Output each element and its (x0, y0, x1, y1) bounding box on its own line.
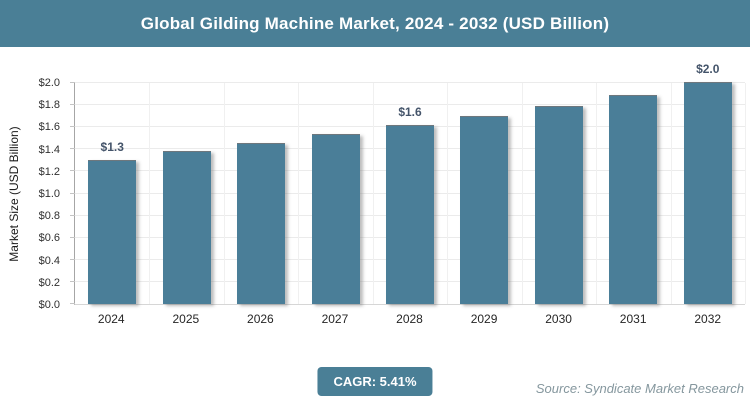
y-axis-tick-label: $0.6 (38, 232, 60, 245)
x-axis-tick-label-2031: 2031 (619, 312, 647, 326)
y-axis-tick-label: $1.0 (38, 188, 60, 200)
x-axis-tick-label-2026: 2026 (247, 312, 274, 326)
vertical-gridline (670, 83, 672, 304)
x-axis-tick-label-2025: 2025 (172, 312, 200, 326)
y-axis-tick-label: $1.2 (38, 165, 60, 178)
y-axis-tick-mark (70, 303, 75, 304)
bar-value-label-2024: $1.3 (100, 139, 124, 154)
y-axis-tick-label: $0.2 (38, 276, 60, 289)
plot-area: $1.3 $1.6 $2.0 (70, 62, 746, 305)
vertical-gridline (372, 83, 374, 304)
vertical-gridline (149, 83, 151, 304)
x-axis-tick-label-2029: 2029 (470, 312, 498, 326)
cagr-badge: CAGR: 5.41% (317, 367, 433, 396)
chart-title: Global Gilding Machine Market, 2024 - 20… (140, 13, 610, 33)
bar-2030 (534, 106, 583, 304)
bar-2026 (237, 143, 286, 304)
vertical-gridline (745, 83, 746, 304)
y-axis-tick-label: $1.6 (38, 121, 60, 134)
source-credit: Source: Syndicate Market Research (535, 381, 744, 396)
y-axis-tick-mark (70, 236, 75, 238)
bar-value-label-2028: $1.6 (398, 105, 422, 120)
y-axis-tick-labels: $0.0 $0.2 $0.4 $0.6 $0.8 $1.0 $1.2 $1.4 $1.6 $1.8… (0, 77, 68, 311)
y-axis-tick-label: $2.0 (38, 77, 60, 89)
vertical-gridline (521, 83, 523, 304)
vertical-gridline (223, 83, 225, 304)
bar-2032 (683, 82, 732, 304)
bar-2024 (88, 159, 137, 304)
bar-2027 (311, 134, 360, 304)
y-axis-tick-mark (70, 148, 75, 150)
x-axis-tick-labels: 2024 2025 2026 2027 2028 2029 2030 2031 2032 (74, 312, 745, 328)
y-axis-tick-mark (70, 214, 75, 216)
bar-value-label-2032: $2.0 (696, 62, 720, 76)
x-axis-tick-label-2030: 2030 (545, 312, 572, 326)
y-axis-tick-mark (70, 192, 75, 194)
y-axis-tick-mark (70, 104, 75, 106)
y-axis-tick-mark (70, 126, 75, 128)
x-axis-tick-label-2032: 2032 (694, 312, 722, 326)
y-axis-tick-label: $0.0 (38, 299, 60, 311)
bar-2029 (460, 116, 509, 304)
vertical-gridline (298, 83, 300, 304)
x-axis-tick-label-2028: 2028 (396, 312, 423, 326)
y-axis-tick-mark (70, 170, 75, 172)
bar-2028 (386, 125, 434, 304)
y-axis-tick-mark (70, 280, 75, 282)
y-axis-tick-label: $1.8 (38, 99, 60, 112)
y-axis-tick-label: $1.4 (38, 143, 60, 156)
x-axis-tick-label-2027: 2027 (321, 312, 349, 326)
x-axis-tick-label-2024: 2024 (97, 312, 125, 326)
y-axis-tick-mark (70, 82, 75, 83)
chart-title-bar: Global Gilding Machine Market, 2024 - 20… (0, 0, 750, 47)
vertical-gridline (447, 83, 449, 304)
vertical-gridline (596, 83, 598, 304)
horizontal-gridline (75, 82, 745, 83)
y-axis-tick-label: $0.4 (38, 254, 60, 267)
bar-2025 (162, 150, 211, 304)
y-axis-tick-label: $0.8 (38, 210, 60, 223)
horizontal-gridline (75, 104, 745, 106)
bar-2031 (609, 95, 658, 304)
y-axis-tick-mark (70, 258, 75, 260)
